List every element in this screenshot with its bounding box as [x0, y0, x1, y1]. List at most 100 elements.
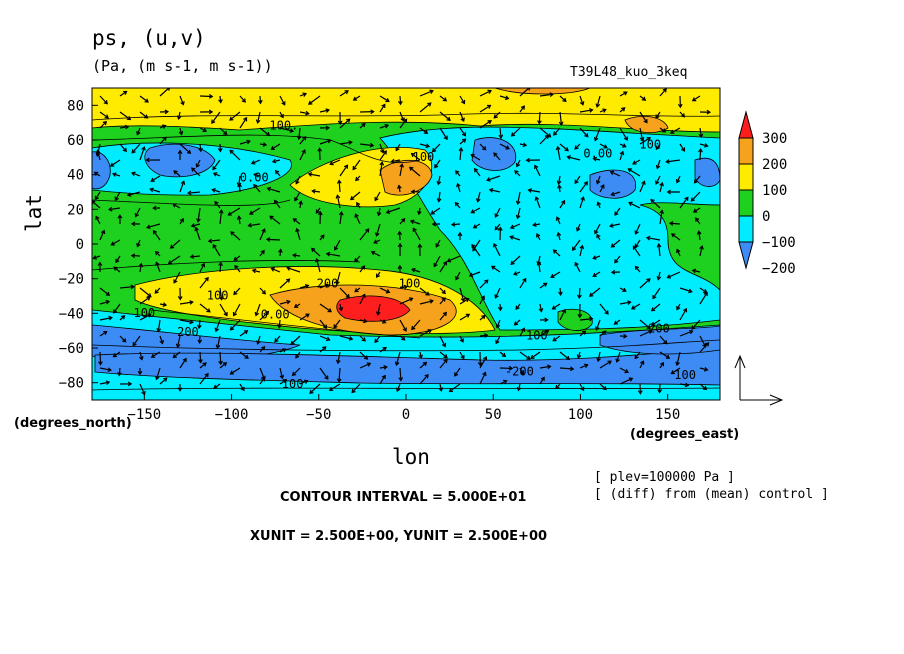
wind-vector-581: [555, 383, 561, 390]
wind-vector-shaft: [99, 95, 108, 105]
wind-vector-shaft: [212, 159, 221, 170]
wind-vector-shaft: [519, 367, 524, 375]
wind-vector-shaft: [292, 367, 301, 376]
wind-vector-shaft: [439, 261, 447, 273]
wind-vector-shaft: [412, 228, 421, 241]
wind-vector-83: [510, 127, 521, 137]
wind-vector-head: [669, 129, 675, 134]
wind-vector-shaft: [410, 220, 421, 225]
wind-vector-311: [115, 255, 121, 264]
wind-vector-head: [278, 248, 283, 253]
wind-vector-556: [670, 367, 681, 375]
wind-vector-head: [366, 362, 372, 367]
wind-vector-shaft: [238, 183, 241, 193]
wind-vector-174: [473, 167, 481, 177]
wind-vector-395: [558, 287, 563, 297]
wind-vector-552: [599, 360, 612, 369]
wind-vector-391: [479, 279, 489, 289]
wind-vector-head: [204, 372, 209, 378]
wind-vector-head: [522, 277, 527, 283]
wind-vector-shaft: [188, 191, 201, 194]
wind-vector-518: [530, 351, 541, 360]
wind-vector-head: [310, 247, 316, 253]
wind-vector-shaft: [230, 319, 241, 331]
wind-vector-shaft: [539, 303, 542, 312]
wind-vector-shaft: [249, 207, 261, 215]
x-tick-label: −150: [127, 407, 161, 423]
wind-vector-270: [532, 222, 541, 228]
wind-vector-491: [619, 333, 628, 339]
wind-vector-head: [384, 123, 390, 129]
wind-vector-79: [439, 127, 448, 141]
wind-vector-head: [294, 197, 299, 202]
wind-vector-274: [609, 223, 621, 228]
wind-vector-303: [571, 239, 581, 252]
wind-vector-shaft: [539, 93, 554, 97]
wind-vector-head: [356, 201, 361, 207]
wind-vector-shaft: [459, 313, 470, 321]
wind-vector-272: [576, 223, 581, 232]
wind-vector-head: [671, 233, 676, 238]
wind-vector-shaft: [99, 351, 102, 365]
wind-vector-shaft: [274, 335, 281, 343]
wind-vector-376: [177, 287, 183, 301]
wind-vector-shaft: [559, 287, 562, 295]
wind-vector-133: [271, 158, 281, 164]
x-tick-label: 150: [655, 407, 680, 423]
wind-vector-head: [484, 333, 489, 338]
wind-vector-356: [397, 264, 403, 273]
wind-vector-head: [327, 308, 332, 313]
wind-vector-shaft: [699, 287, 707, 293]
wind-vector-shaft: [391, 159, 401, 163]
wind-vector-head: [493, 152, 498, 157]
wind-vector-566: [259, 377, 266, 385]
wind-vector-shaft: [493, 243, 501, 257]
wind-vector-head: [269, 215, 274, 220]
wind-vector-shaft: [197, 207, 201, 222]
wind-vector-9: [279, 95, 286, 106]
wind-vector-shaft: [459, 127, 466, 137]
wind-vector-head: [571, 246, 577, 252]
wind-vector-shaft: [669, 222, 681, 225]
wind-vector-523: [634, 351, 641, 360]
wind-vector-shaft: [311, 248, 321, 257]
wind-vector-shaft: [659, 335, 668, 345]
wind-vector-shaft: [339, 118, 351, 129]
wind-vector-head: [117, 371, 122, 377]
wind-vector-428: [599, 303, 609, 315]
wind-vector-shaft: [399, 218, 406, 225]
wind-vector-shaft: [419, 300, 434, 305]
wind-vector-head: [167, 260, 173, 265]
wind-vector-shaft: [599, 303, 609, 315]
wind-vector-446: [333, 319, 341, 329]
wind-vector-74: [339, 118, 351, 129]
wind-vector-366: [592, 271, 601, 277]
wind-vector-shaft: [308, 95, 321, 105]
wind-vector-head: [345, 293, 350, 299]
wind-vector-0: [99, 95, 108, 105]
wind-vector-400: [652, 287, 661, 300]
wind-vector-21: [519, 88, 531, 97]
wind-vector-shaft: [619, 91, 628, 97]
wind-vector-head: [150, 353, 156, 358]
wind-vector-head: [241, 98, 246, 103]
wind-vector-head: [473, 167, 479, 173]
wind-vector-head: [602, 385, 607, 391]
wind-vector-72: [296, 127, 302, 141]
wind-vector-shaft: [437, 175, 441, 185]
wind-vector-279: [99, 229, 106, 241]
wind-vector-head: [120, 315, 126, 320]
wind-vector-shaft: [252, 269, 261, 273]
contour-label: 100: [207, 288, 229, 302]
wind-vector-head: [401, 217, 406, 223]
wind-vector-259: [317, 210, 323, 225]
wind-vector-shaft: [255, 303, 261, 316]
wind-vector-head: [555, 384, 560, 390]
wind-vector-334: [579, 244, 585, 257]
wind-vector-shaft: [359, 294, 366, 305]
wind-vector-head: [427, 329, 433, 334]
wind-vector-shaft: [419, 90, 434, 97]
wind-vector-415: [338, 303, 344, 312]
wind-vector-7: [239, 95, 246, 103]
wind-vector-head: [519, 370, 525, 376]
